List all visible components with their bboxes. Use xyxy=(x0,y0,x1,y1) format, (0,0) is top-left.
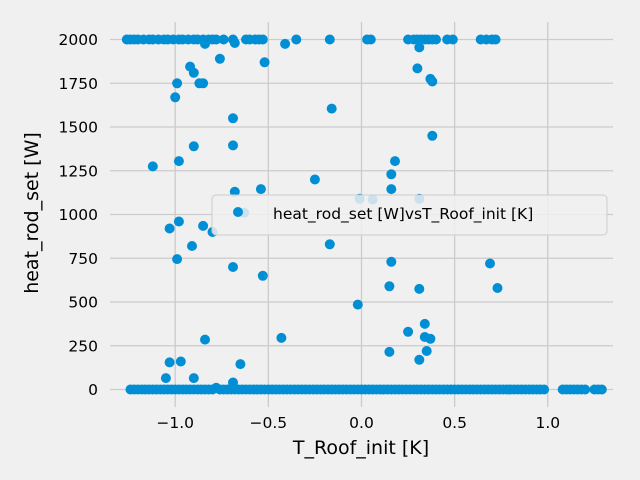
data-point xyxy=(198,220,209,231)
data-point xyxy=(419,318,430,329)
legend-marker xyxy=(233,207,243,217)
data-point xyxy=(147,161,158,172)
data-point xyxy=(170,92,181,103)
y-tick-label: 0 xyxy=(88,381,98,399)
data-point xyxy=(485,258,495,269)
data-point xyxy=(539,384,550,395)
data-point xyxy=(257,34,268,45)
data-point xyxy=(414,354,425,365)
data-point xyxy=(421,346,432,356)
data-point xyxy=(257,270,268,281)
data-point xyxy=(386,169,397,180)
data-point xyxy=(431,34,441,45)
data-point xyxy=(427,76,438,87)
y-tick-label: 750 xyxy=(68,250,98,268)
legend: heat_rod_set [W]vsT_Roof_init [K] xyxy=(211,194,608,236)
x-tick-label: 0.5 xyxy=(442,414,467,432)
data-point xyxy=(403,326,414,337)
data-point xyxy=(198,78,209,89)
data-point xyxy=(280,38,291,49)
data-point xyxy=(259,57,270,68)
y-tick-label: 1000 xyxy=(59,206,98,224)
data-point xyxy=(229,186,240,197)
data-point xyxy=(490,34,501,45)
data-point xyxy=(414,283,425,294)
data-point xyxy=(211,34,222,45)
data-point xyxy=(492,283,503,293)
data-point xyxy=(218,34,229,45)
data-point xyxy=(580,384,591,395)
data-point xyxy=(427,130,438,141)
y-tick-label: 2000 xyxy=(59,31,98,49)
data-point xyxy=(164,223,175,234)
data-point xyxy=(200,334,210,345)
y-tick-label: 500 xyxy=(68,294,98,312)
data-point xyxy=(173,156,184,167)
data-point xyxy=(235,359,246,370)
legend-label: heat_rod_set [W]vsT_Roof_init [K] xyxy=(273,205,533,224)
data-point xyxy=(228,262,238,272)
data-point xyxy=(596,384,607,395)
data-point xyxy=(188,373,199,384)
data-point xyxy=(187,241,197,251)
y-tick-label: 1500 xyxy=(59,119,98,137)
data-points xyxy=(121,34,607,395)
x-tick-label: −1.0 xyxy=(156,414,194,432)
y-tick-label: 1250 xyxy=(59,162,98,180)
data-point xyxy=(309,174,320,185)
data-point xyxy=(414,42,425,53)
data-point xyxy=(352,299,363,310)
data-point xyxy=(175,356,186,367)
data-point xyxy=(447,34,458,45)
y-axis-label: heat_rod_set [W] xyxy=(21,132,43,294)
data-point xyxy=(188,141,199,152)
data-point xyxy=(326,103,337,114)
data-point xyxy=(172,78,183,89)
legend-box xyxy=(211,194,608,236)
y-tick-label: 1750 xyxy=(59,75,98,93)
x-tick-labels: −1.0 −0.5 0.0 0.5 1.0 xyxy=(156,414,560,432)
y-tick-labels: 0 250 500 750 1000 1250 1500 1750 2000 xyxy=(59,31,98,399)
data-point xyxy=(173,216,184,227)
data-point xyxy=(412,63,423,74)
x-tick-label: −0.5 xyxy=(250,414,288,432)
data-point xyxy=(324,34,335,45)
data-point xyxy=(188,67,199,78)
data-point xyxy=(324,239,335,250)
data-point xyxy=(172,254,183,265)
data-point xyxy=(365,34,376,45)
data-point xyxy=(386,256,397,267)
x-tick-label: 1.0 xyxy=(535,414,560,432)
data-point xyxy=(425,333,436,344)
data-point xyxy=(291,34,302,45)
data-point xyxy=(386,184,397,195)
y-tick-label: 250 xyxy=(68,337,98,355)
x-axis-label: T_Roof_init [K] xyxy=(292,437,429,459)
x-tick-label: 0.0 xyxy=(349,414,374,432)
data-point xyxy=(228,140,238,151)
data-point xyxy=(228,113,238,124)
data-point xyxy=(384,346,395,357)
data-point xyxy=(276,332,287,343)
data-point xyxy=(229,38,240,48)
data-point xyxy=(164,357,175,368)
data-point xyxy=(160,373,171,384)
data-point xyxy=(255,184,266,195)
data-point xyxy=(200,38,210,49)
data-point xyxy=(384,281,395,292)
data-point xyxy=(214,53,225,64)
data-point xyxy=(390,156,400,167)
